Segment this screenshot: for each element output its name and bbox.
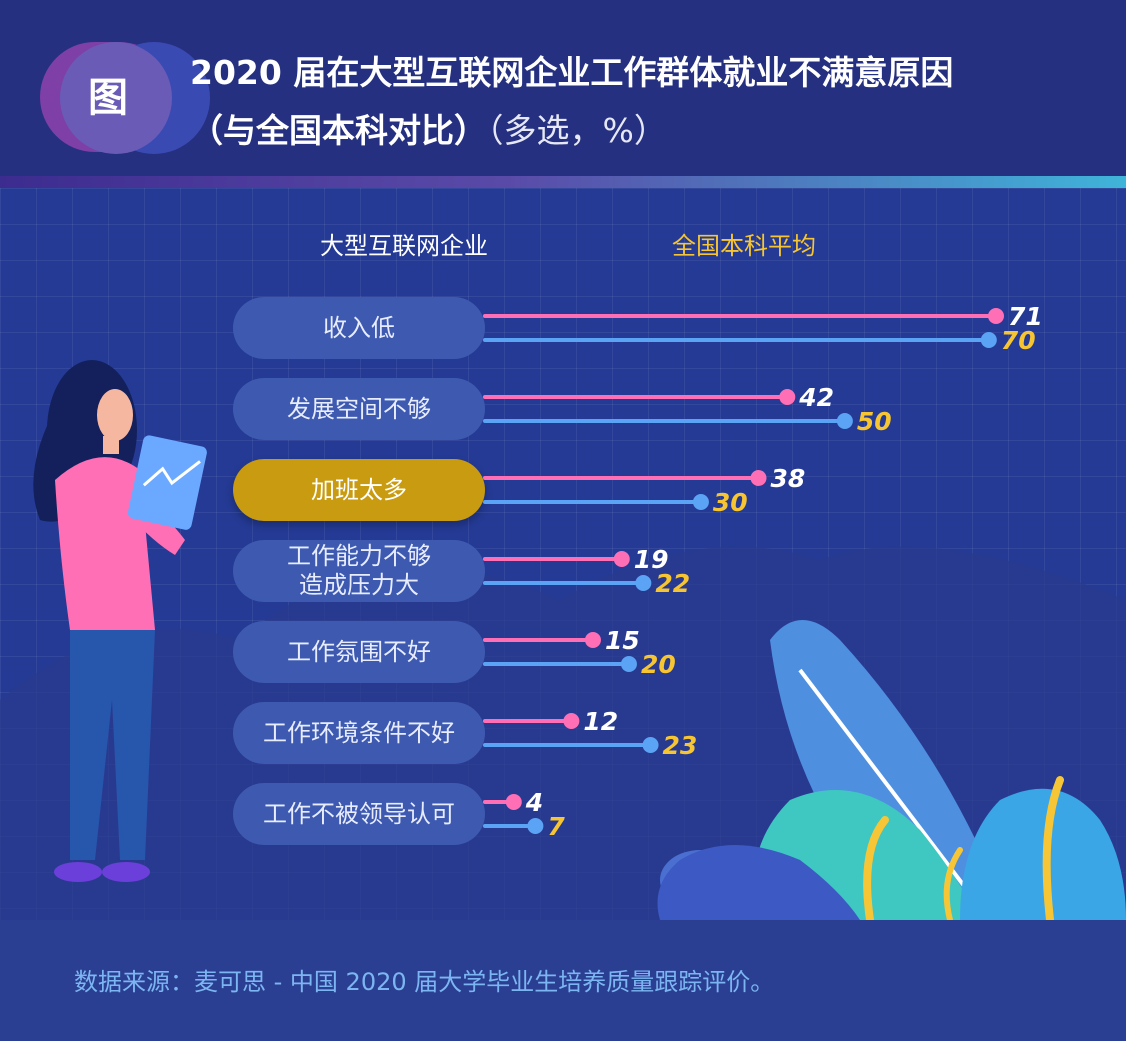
data-label-internet: 42 [798,383,834,412]
bar-end-dot-national [635,575,652,591]
data-label-internet: 12 [583,707,618,736]
legend-label-internet: 大型互联网企业 [320,232,488,260]
data-label-national: 23 [663,731,698,760]
chart-title-comparison: （与全国本科对比） [190,111,487,150]
data-label-national: 30 [713,488,748,517]
bar-end-dot-internet [584,632,601,648]
header-divider [0,176,1126,188]
badge-circle [60,42,172,154]
data-label-national: 50 [857,407,892,436]
category-label: 工作环境条件不好 [233,702,485,764]
data-label-internet: 4 [525,788,543,817]
bar-end-dot-internet [988,308,1004,324]
data-label-internet: 15 [605,626,640,655]
bar-end-dot-internet [750,470,767,486]
data-label-internet: 38 [770,464,805,493]
data-source: 数据来源：麦可思 - 中国 2020 届大学毕业生培养质量跟踪评价。 [74,968,775,996]
legend-label-national: 全国本科平均 [672,232,816,260]
bar-end-dot-internet [613,551,630,567]
category-label: 工作氛围不好 [233,621,485,683]
bar-end-dot-national [642,737,659,753]
bar-end-dot-internet [779,389,796,405]
bar-end-dot-national [692,494,709,510]
figure-badge: 图 [88,75,128,121]
bar-end-dot-national [836,413,853,429]
data-label-internet: 71 [1008,302,1043,331]
bar-end-dot-national [620,656,637,672]
bar-end-dot-internet [563,713,580,729]
category-label: 收入低 [233,297,485,359]
data-label-national: 20 [641,650,676,679]
chart-title-unit: （多选，%） [487,111,667,150]
chart-title-line1: 2020 届在大型互联网企业工作群体就业不满意原因 [190,53,954,92]
chart-title-line2: （与全国本科对比）（多选，%） [190,104,667,152]
category-label: 工作不被领导认可 [233,783,485,845]
header: 图 2020 届在大型互联网企业工作群体就业不满意原因 （与全国本科对比）（多选… [0,0,1126,176]
category-label: 工作能力不够 造成压力大 [233,540,485,602]
bar-end-dot-national [527,818,544,834]
data-label-national: 22 [655,569,690,598]
data-label-national: 70 [1001,326,1036,355]
category-label: 加班太多 [233,459,485,521]
footer [0,920,1126,1041]
bar-end-dot-national [980,332,997,348]
category-label: 发展空间不够 [233,378,485,440]
data-label-internet: 19 [634,545,669,574]
data-label-national: 7 [547,812,565,841]
bar-end-dot-internet [505,794,522,810]
